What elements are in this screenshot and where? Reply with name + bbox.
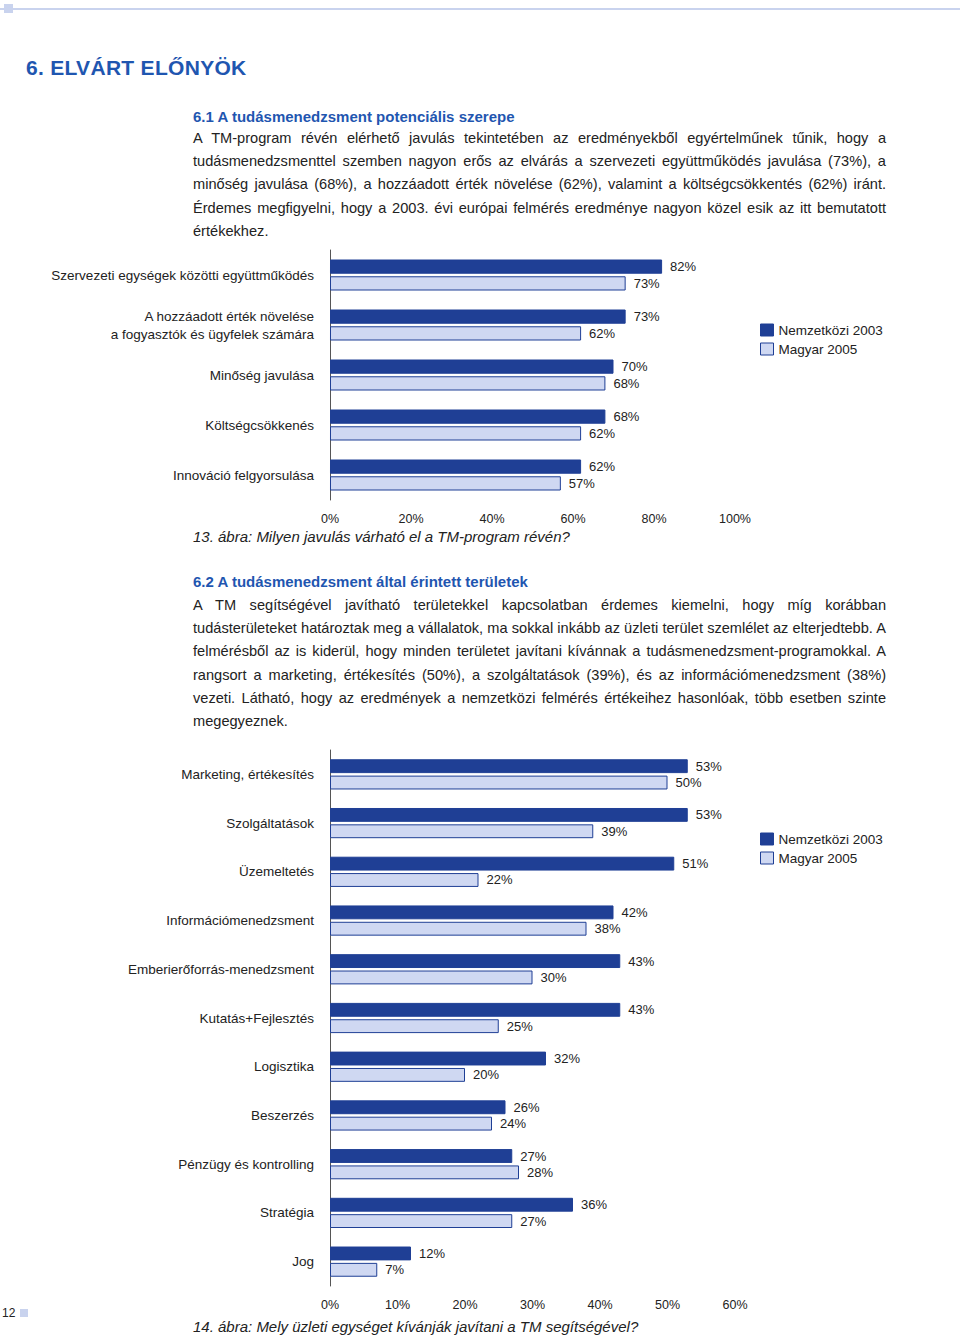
svg-text:68%: 68% xyxy=(613,376,639,391)
html-text:A TM-program révén elérhető ja: A TM-program révén elérhető javulás teki… xyxy=(193,130,886,239)
svg-text:25%: 25% xyxy=(507,1019,533,1034)
svg-text:Nemzetközi 2003: Nemzetközi 2003 xyxy=(779,323,883,338)
svg-text:Minőség javulása: Minőség javulása xyxy=(210,368,315,383)
svg-text:53%: 53% xyxy=(696,759,722,774)
svg-text:Pénzügy és kontrolling: Pénzügy és kontrolling xyxy=(178,1157,314,1172)
svg-text:60%: 60% xyxy=(560,512,585,526)
svg-text:10%: 10% xyxy=(385,1298,410,1312)
svg-text:Információmenedzsment: Információmenedzsment xyxy=(166,913,314,928)
svg-text:39%: 39% xyxy=(601,824,627,839)
html-text:6.1 A tudásmenedzsment potenci: 6.1 A tudásmenedzsment potenciális szere… xyxy=(193,108,515,125)
svg-text:80%: 80% xyxy=(641,512,666,526)
svg-text:7%: 7% xyxy=(385,1262,404,1277)
svg-text:Emberierőforrás-menedzsment: Emberierőforrás-menedzsment xyxy=(128,962,314,977)
svg-text:43%: 43% xyxy=(628,954,654,969)
html-text:14. ábra: Mely üzleti egységet: 14. ábra: Mely üzleti egységet kívánják … xyxy=(193,1318,639,1335)
svg-text:27%: 27% xyxy=(520,1214,546,1229)
svg-text:57%: 57% xyxy=(569,476,595,491)
svg-text:62%: 62% xyxy=(589,426,615,441)
svg-text:42%: 42% xyxy=(622,905,648,920)
svg-text:Szolgáltatások: Szolgáltatások xyxy=(226,816,314,831)
svg-text:62%: 62% xyxy=(589,326,615,341)
svg-text:82%: 82% xyxy=(670,259,696,274)
svg-text:40%: 40% xyxy=(587,1298,612,1312)
svg-text:Magyar 2005: Magyar 2005 xyxy=(779,851,858,866)
svg-text:26%: 26% xyxy=(514,1100,540,1115)
svg-text:22%: 22% xyxy=(487,872,513,887)
svg-text:40%: 40% xyxy=(479,512,504,526)
html-text:6. ELVÁRT ELŐNYÖK: 6. ELVÁRT ELŐNYÖK xyxy=(26,56,247,79)
svg-text:0%: 0% xyxy=(321,512,339,526)
svg-text:36%: 36% xyxy=(581,1197,607,1212)
svg-text:73%: 73% xyxy=(634,309,660,324)
svg-text:27%: 27% xyxy=(520,1149,546,1164)
svg-text:20%: 20% xyxy=(398,512,423,526)
svg-text:12%: 12% xyxy=(419,1246,445,1261)
svg-text:Logisztika: Logisztika xyxy=(254,1059,315,1074)
svg-text:A hozzáadott érték növelése: A hozzáadott érték növelése xyxy=(144,309,314,324)
svg-text:Költségcsökkenés: Költségcsökkenés xyxy=(205,418,314,433)
svg-text:50%: 50% xyxy=(676,775,702,790)
svg-text:a fogyasztók és ügyfelek számá: a fogyasztók és ügyfelek számára xyxy=(111,327,315,342)
svg-text:Beszerzés: Beszerzés xyxy=(251,1108,314,1123)
html-text:12: 12 xyxy=(2,1306,16,1320)
svg-text:73%: 73% xyxy=(634,276,660,291)
svg-text:Nemzetközi 2003: Nemzetközi 2003 xyxy=(779,832,883,847)
svg-text:Innováció felgyorsulása: Innováció felgyorsulása xyxy=(173,468,315,483)
svg-text:Jog: Jog xyxy=(292,1254,314,1269)
svg-text:50%: 50% xyxy=(655,1298,680,1312)
svg-text:32%: 32% xyxy=(554,1051,580,1066)
svg-text:Üzemeltetés: Üzemeltetés xyxy=(239,864,314,879)
svg-text:30%: 30% xyxy=(520,1298,545,1312)
svg-text:70%: 70% xyxy=(622,359,648,374)
svg-text:62%: 62% xyxy=(589,459,615,474)
svg-text:Szervezeti egységek közötti eg: Szervezeti egységek közötti együttműködé… xyxy=(51,268,314,283)
svg-text:20%: 20% xyxy=(452,1298,477,1312)
svg-text:28%: 28% xyxy=(527,1165,553,1180)
svg-text:30%: 30% xyxy=(541,970,567,985)
svg-text:68%: 68% xyxy=(613,409,639,424)
svg-text:24%: 24% xyxy=(500,1116,526,1131)
html-text:6.2 A tudásmenedzsment által é: 6.2 A tudásmenedzsment által érintett te… xyxy=(193,573,528,590)
svg-text:43%: 43% xyxy=(628,1002,654,1017)
svg-text:0%: 0% xyxy=(321,1298,339,1312)
svg-text:38%: 38% xyxy=(595,921,621,936)
svg-text:100%: 100% xyxy=(719,512,751,526)
svg-text:Magyar 2005: Magyar 2005 xyxy=(779,342,858,357)
svg-text:Kutatás+Fejlesztés: Kutatás+Fejlesztés xyxy=(200,1011,315,1026)
svg-text:Stratégia: Stratégia xyxy=(260,1205,315,1220)
html-text:13. ábra: Milyen javulás várha: 13. ábra: Milyen javulás várható el a TM… xyxy=(193,528,570,545)
svg-text:60%: 60% xyxy=(722,1298,747,1312)
svg-text:51%: 51% xyxy=(682,856,708,871)
svg-text:20%: 20% xyxy=(473,1067,499,1082)
svg-text:Marketing, értékesítés: Marketing, értékesítés xyxy=(181,767,314,782)
svg-text:53%: 53% xyxy=(696,807,722,822)
html-text:A TM segítségével javítható te: A TM segítségével javítható területekkel… xyxy=(193,597,886,729)
